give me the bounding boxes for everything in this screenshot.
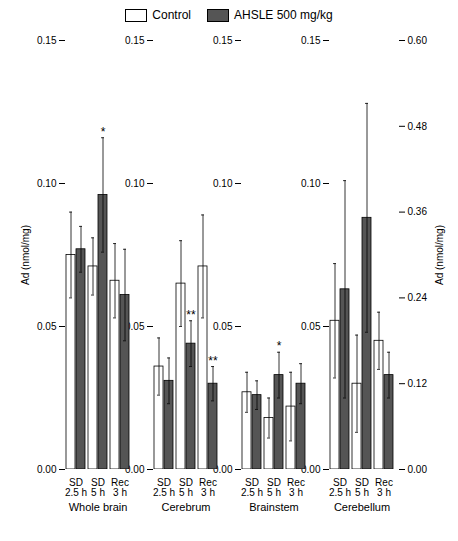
html-text:AHSLE 500 mg/kg: AHSLE 500 mg/kg <box>234 7 333 22</box>
svg-text:0.36: 0.36 <box>408 206 428 217</box>
html-text:Control: Control <box>152 7 191 22</box>
svg-text:0.48: 0.48 <box>408 121 428 132</box>
svg-text:Ad (nmol/mg): Ad (nmol/mg) <box>20 225 31 285</box>
svg-text:Rec3 h: Rec3 h <box>375 477 393 498</box>
svg-text:0.12: 0.12 <box>408 378 428 389</box>
svg-text:0.05: 0.05 <box>301 321 321 332</box>
svg-text:Rec3 h: Rec3 h <box>111 477 129 498</box>
svg-text:0.15: 0.15 <box>213 35 233 46</box>
svg-text:0.00: 0.00 <box>408 464 428 475</box>
svg-text:Cerebellum: Cerebellum <box>334 501 390 513</box>
svg-text:0.60: 0.60 <box>408 35 428 46</box>
svg-text:0.10: 0.10 <box>213 178 233 189</box>
svg-text:SD5 h: SD5 h <box>267 477 281 498</box>
svg-text:SD2.5 h: SD2.5 h <box>65 477 87 498</box>
svg-text:**: ** <box>186 308 196 322</box>
svg-text:0.15: 0.15 <box>125 35 145 46</box>
svg-text:0.05: 0.05 <box>37 321 57 332</box>
svg-text:SD2.5 h: SD2.5 h <box>153 477 175 498</box>
svg-text:Brainstem: Brainstem <box>249 501 299 513</box>
svg-text:0.00: 0.00 <box>213 463 233 475</box>
svg-text:Ad (nmol/mg): Ad (nmol/mg) <box>434 225 445 285</box>
svg-text:0.00: 0.00 <box>301 463 321 475</box>
svg-text:0.15: 0.15 <box>37 35 57 46</box>
svg-text:Whole brain: Whole brain <box>69 501 128 513</box>
svg-text:0.00: 0.00 <box>125 463 145 475</box>
svg-text:SD2.5 h: SD2.5 h <box>329 477 351 498</box>
svg-text:0.10: 0.10 <box>301 178 321 189</box>
svg-text:SD5 h: SD5 h <box>355 477 369 498</box>
svg-text:*: * <box>101 125 106 139</box>
svg-text:0.24: 0.24 <box>408 292 428 303</box>
svg-text:**: ** <box>208 354 218 368</box>
svg-text:Rec3 h: Rec3 h <box>199 477 217 498</box>
svg-text:SD5 h: SD5 h <box>91 477 105 498</box>
svg-text:Cerebrum: Cerebrum <box>162 501 211 513</box>
svg-text:0.10: 0.10 <box>125 178 145 189</box>
svg-text:0.10: 0.10 <box>37 178 57 189</box>
svg-text:0.05: 0.05 <box>125 320 145 332</box>
svg-text:0.15: 0.15 <box>301 35 321 46</box>
svg-text:0.00: 0.00 <box>37 464 57 475</box>
svg-text:*: * <box>277 339 282 353</box>
svg-text:0.05: 0.05 <box>213 321 233 332</box>
svg-text:SD5 h: SD5 h <box>179 477 193 498</box>
svg-text:Rec3 h: Rec3 h <box>287 477 305 498</box>
svg-text:SD2.5 h: SD2.5 h <box>241 477 263 498</box>
